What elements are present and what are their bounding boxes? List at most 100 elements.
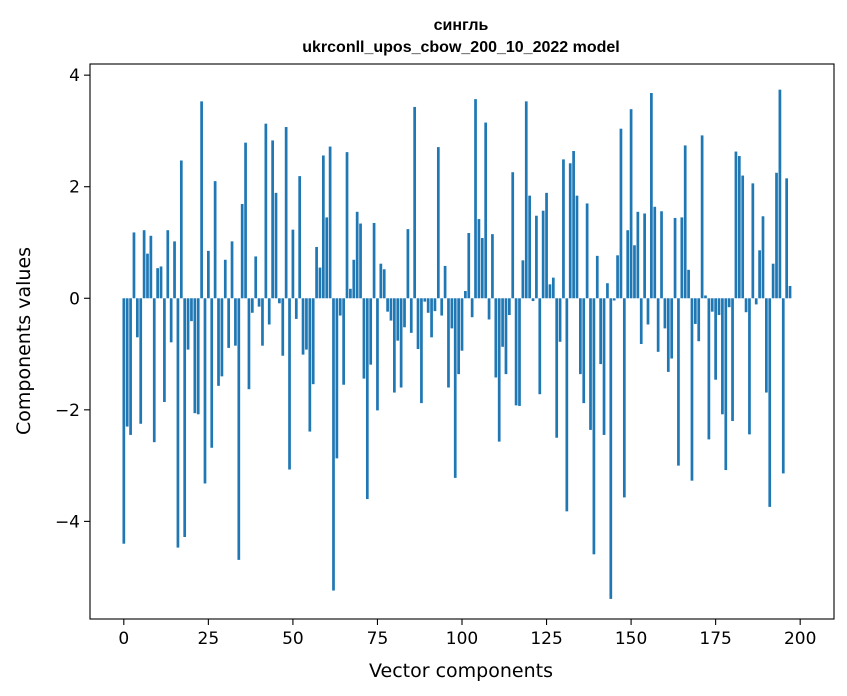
bar-13 (166, 230, 170, 299)
bar-122 (535, 215, 538, 299)
y-tick-label: 4 (69, 66, 80, 86)
bar-114 (507, 298, 511, 315)
bar-146 (616, 255, 619, 299)
y-tick-label: −2 (55, 401, 80, 421)
bar-177 (721, 298, 724, 415)
bar-20 (190, 298, 193, 322)
bar-39 (254, 256, 258, 299)
bar-156 (650, 93, 653, 299)
bar-189 (761, 216, 765, 299)
bar-62 (332, 298, 335, 591)
bar-142 (602, 298, 606, 435)
bar-170 (697, 298, 701, 342)
bar-74 (372, 222, 376, 299)
bar-22 (196, 298, 200, 415)
bar-2 (129, 298, 132, 435)
bar-47 (281, 298, 285, 356)
bar-161 (666, 298, 670, 372)
bar-63 (335, 298, 339, 459)
bar-118 (521, 260, 525, 299)
bar-163 (673, 217, 677, 299)
bar-171 (700, 135, 704, 299)
bar-154 (643, 213, 646, 299)
bar-121 (531, 298, 535, 302)
bar-100 (460, 298, 464, 351)
bar-181 (734, 151, 738, 299)
bar-179 (727, 298, 731, 308)
bar-32 (230, 241, 234, 299)
bar-33 (234, 298, 237, 346)
bar-165 (680, 217, 684, 299)
bar-6 (142, 230, 146, 299)
x-tick-label: 50 (282, 629, 304, 649)
bar-182 (737, 156, 741, 299)
bar-60 (325, 217, 329, 299)
bar-126 (548, 284, 552, 299)
bar-174 (710, 298, 714, 312)
bar-36 (244, 142, 247, 299)
bar-87 (416, 298, 420, 350)
bar-106 (480, 238, 484, 299)
x-tick-label: 150 (615, 629, 647, 649)
bar-159 (660, 211, 663, 299)
bar-81 (396, 298, 400, 341)
bar-186 (751, 183, 755, 299)
bar-120 (528, 195, 531, 299)
bar-196 (785, 178, 789, 299)
bar-34 (237, 298, 241, 560)
bar-86 (413, 106, 417, 299)
bar-48 (284, 127, 288, 299)
y-tick-label: 2 (69, 178, 80, 198)
bar-4 (135, 298, 139, 338)
bar-143 (606, 283, 609, 299)
bar-0 (122, 298, 126, 544)
bar-37 (247, 298, 251, 390)
bar-151 (633, 245, 636, 299)
bar-113 (504, 298, 508, 375)
bar-173 (707, 298, 711, 440)
bar-134 (575, 195, 579, 299)
bar-125 (545, 192, 548, 299)
bar-78 (386, 298, 389, 312)
x-axis-label: Vector components (369, 660, 553, 682)
bar-65 (342, 298, 345, 385)
bar-136 (582, 298, 586, 404)
bar-160 (663, 298, 667, 329)
bar-108 (487, 298, 491, 320)
bar-80 (393, 298, 396, 393)
bar-112 (501, 298, 504, 347)
bar-84 (406, 229, 410, 299)
bar-153 (639, 298, 643, 345)
bar-116 (514, 298, 518, 406)
bar-76 (379, 263, 383, 299)
bar-54 (305, 298, 308, 350)
bar-123 (538, 298, 542, 395)
bar-117 (518, 298, 521, 406)
bar-40 (257, 298, 261, 307)
bar-166 (683, 145, 687, 299)
x-axis-ticks: 0 25 50 75 100 125 150 175 200 (118, 619, 816, 649)
bar-91 (430, 298, 433, 338)
bar-104 (474, 99, 477, 299)
bar-49 (288, 298, 291, 470)
bar-188 (758, 250, 761, 299)
bar-183 (741, 175, 745, 299)
bar-192 (771, 263, 775, 299)
bar-96 (447, 298, 450, 388)
bar-101 (464, 291, 467, 299)
bar-178 (724, 298, 728, 471)
bar-187 (754, 298, 758, 305)
bar-66 (345, 152, 349, 299)
bar-70 (359, 223, 362, 299)
bar-128 (555, 298, 559, 438)
bar-9 (152, 298, 156, 443)
y-axis-label: Components values (13, 247, 35, 435)
bar-29 (220, 298, 224, 377)
bar-56 (311, 298, 315, 385)
bar-38 (250, 298, 254, 313)
bar-184 (744, 298, 748, 313)
bar-83 (403, 298, 406, 328)
bar-53 (301, 298, 305, 355)
bar-141 (599, 298, 603, 365)
